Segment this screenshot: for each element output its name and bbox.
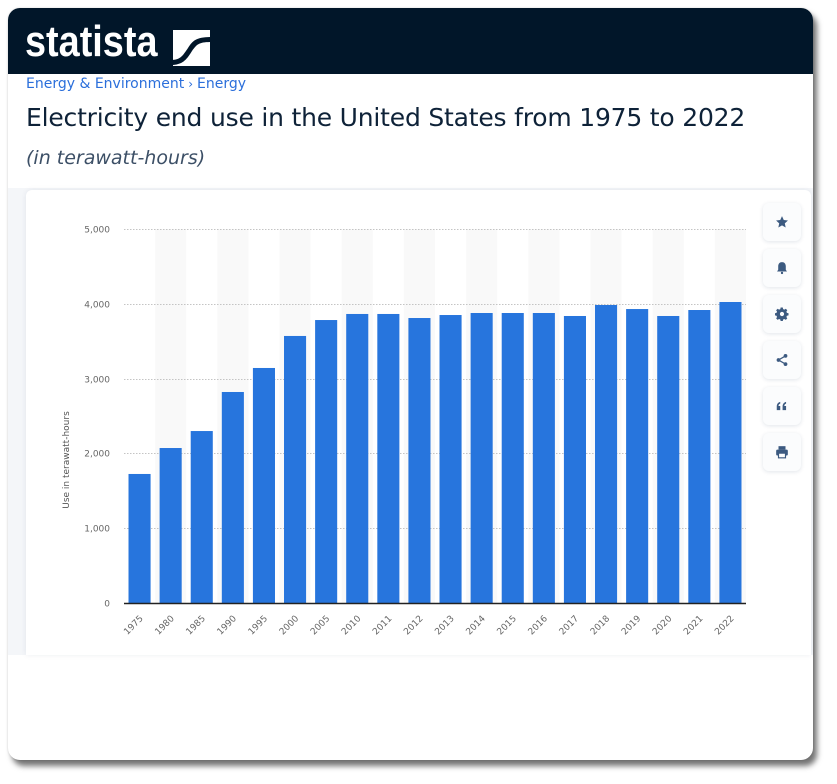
x-tick-label: 2015: [496, 614, 519, 637]
x-axis-ticks: 1975 1980 1985 1990 1995 2000 2005 2010 2011 2012…: [122, 614, 736, 637]
x-tick-label: 1990: [216, 614, 239, 637]
x-tick-label: 2010: [340, 614, 363, 637]
x-tick-label: 1985: [185, 614, 208, 637]
quote-icon: [776, 401, 787, 411]
bar: [221, 391, 244, 603]
bar: [501, 313, 524, 603]
statista-logo-icon[interactable]: [173, 30, 210, 66]
y-axis-title: Use in terawatt-hours: [62, 411, 72, 509]
bar: [719, 302, 742, 603]
site-header: statista: [8, 8, 813, 74]
bar: [626, 309, 649, 603]
print-button[interactable]: [763, 433, 801, 471]
share-icon: [776, 354, 788, 366]
x-tick-label: 2018: [589, 614, 612, 637]
y-tick-label: 4,000: [84, 301, 110, 311]
notification-button[interactable]: [763, 249, 801, 287]
cite-button[interactable]: [763, 387, 801, 425]
y-tick-label: 3,000: [84, 376, 110, 386]
x-tick-label: 2020: [651, 614, 674, 637]
x-tick-label: 2012: [402, 614, 425, 637]
x-tick-label: 1995: [247, 614, 270, 637]
x-tick-label: 2019: [620, 614, 643, 637]
x-tick-label: 2005: [309, 614, 332, 637]
bar: [190, 431, 213, 603]
bar: [439, 315, 462, 603]
breadcrumb-separator: ›: [188, 77, 194, 91]
page-title: Electricity end use in the United States…: [26, 103, 746, 132]
share-button[interactable]: [763, 341, 801, 379]
y-tick-label: 2,000: [84, 450, 110, 460]
bar: [408, 318, 431, 603]
x-tick-label: 1975: [122, 614, 145, 637]
statista-logo-text[interactable]: statista: [25, 17, 158, 66]
bar: [377, 313, 400, 603]
x-tick-label: 2000: [278, 614, 301, 637]
bar: [595, 304, 618, 603]
bar: [688, 310, 711, 603]
gear-icon: [775, 307, 789, 321]
bar: [252, 367, 275, 603]
bar: [532, 313, 555, 603]
x-tick-label: 2014: [465, 614, 488, 637]
star-icon: [776, 216, 788, 228]
breadcrumb: Energy & Environment › Energy: [26, 74, 246, 94]
y-tick-label: 5,000: [84, 226, 110, 236]
bar: [563, 315, 586, 603]
x-tick-label: 2011: [371, 614, 394, 637]
y-axis-ticks: 0 1,000 2,000 3,000 4,000 5,000: [84, 226, 110, 610]
x-tick-label: 2021: [682, 614, 705, 637]
bar: [284, 335, 307, 603]
x-tick-label: 2017: [558, 614, 581, 637]
page-subtitle: (in terawatt-hours): [26, 147, 206, 169]
printer-icon: [776, 446, 788, 459]
favorite-button[interactable]: [763, 203, 801, 241]
bar: [315, 320, 338, 603]
bars: [128, 302, 742, 603]
bar: [128, 473, 151, 603]
settings-button[interactable]: [763, 295, 801, 333]
chart-card: 0 1,000 2,000 3,000 4,000 5,000 1975 1980 1985 1…: [26, 190, 811, 655]
breadcrumb-energy-environment[interactable]: Energy & Environment: [26, 76, 185, 92]
bar: [657, 315, 680, 603]
y-tick-label: 0: [104, 600, 110, 610]
x-tick-label: 2013: [433, 614, 456, 637]
breadcrumb-energy[interactable]: Energy: [197, 76, 247, 92]
x-tick-label: 2016: [527, 614, 550, 637]
bar: [470, 313, 493, 603]
bar: [159, 448, 182, 603]
bell-icon: [777, 262, 787, 275]
x-tick-label: 1980: [154, 614, 177, 637]
x-tick-label: 2022: [713, 614, 736, 637]
bar: [346, 313, 369, 603]
statista-window: statista Energy & Environment › Energy Ele…: [8, 8, 813, 760]
y-tick-label: 1,000: [84, 525, 110, 535]
